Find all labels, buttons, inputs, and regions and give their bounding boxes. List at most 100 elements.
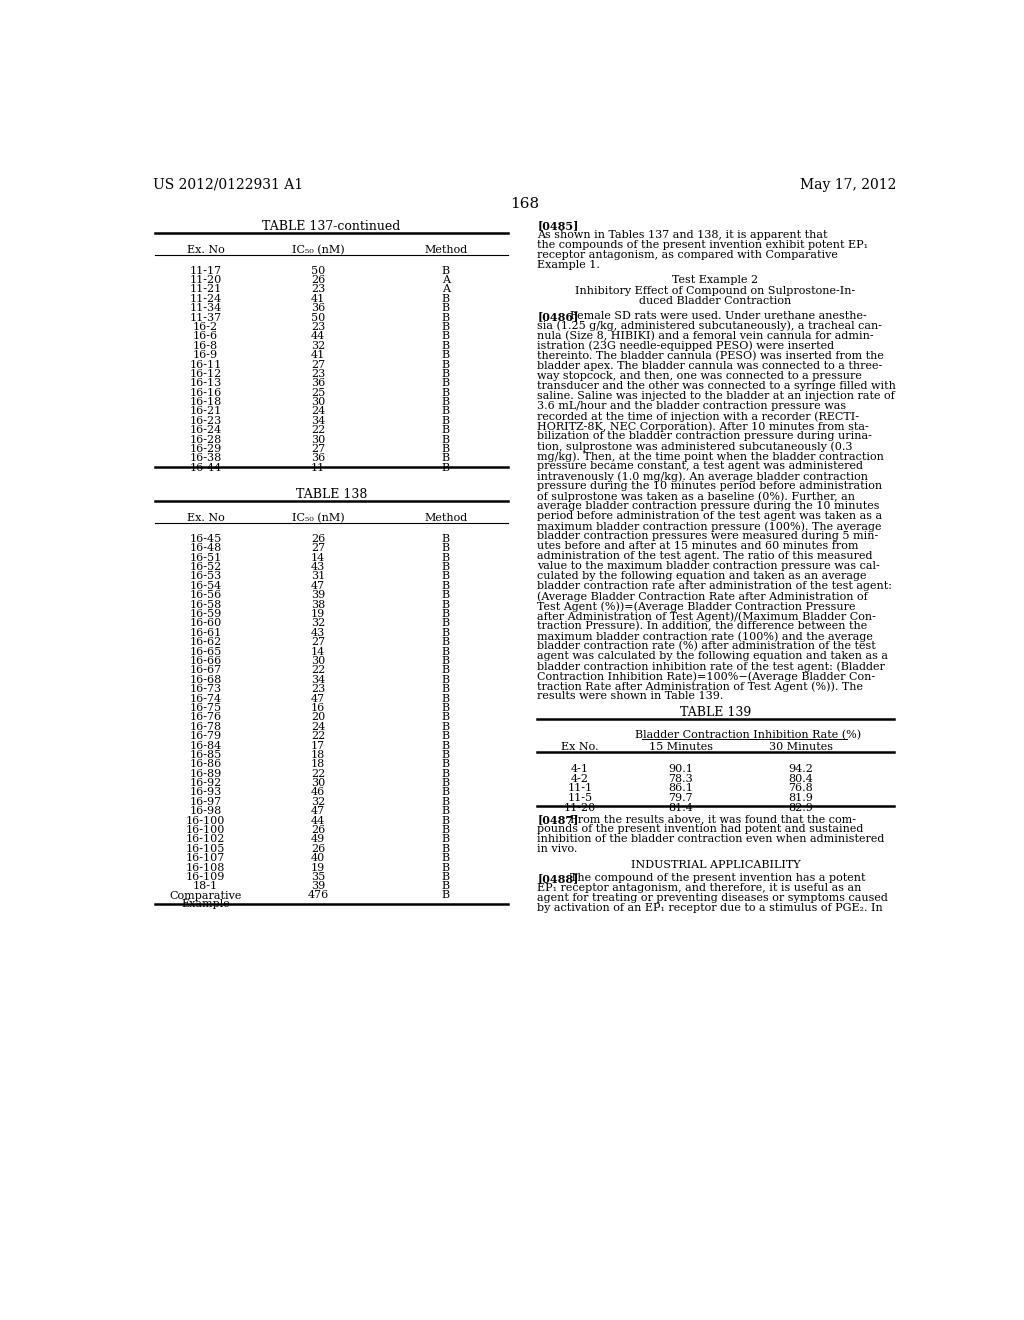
Text: 11: 11	[310, 463, 325, 473]
Text: 16-28: 16-28	[189, 434, 221, 445]
Text: intravenously (1.0 mg/kg). An average bladder contraction: intravenously (1.0 mg/kg). An average bl…	[538, 471, 868, 482]
Text: 44: 44	[310, 331, 325, 342]
Text: 16-97: 16-97	[189, 797, 221, 807]
Text: B: B	[441, 647, 450, 656]
Text: bladder contraction rate (%) after administration of the test: bladder contraction rate (%) after admin…	[538, 642, 876, 652]
Text: B: B	[441, 731, 450, 741]
Text: 46: 46	[310, 788, 325, 797]
Text: 16-85: 16-85	[189, 750, 221, 760]
Text: istration (23G needle-equipped PESO) were inserted: istration (23G needle-equipped PESO) wer…	[538, 341, 835, 351]
Text: 16-53: 16-53	[189, 572, 221, 581]
Text: 23: 23	[310, 284, 325, 294]
Text: TABLE 138: TABLE 138	[296, 488, 368, 502]
Text: pressure became constant, a test agent was administered: pressure became constant, a test agent w…	[538, 461, 863, 471]
Text: 39: 39	[310, 590, 325, 601]
Text: 16-48: 16-48	[189, 544, 221, 553]
Text: HORITZ-8K, NEC Corporation). After 10 minutes from sta-: HORITZ-8K, NEC Corporation). After 10 mi…	[538, 421, 869, 432]
Text: Bladder Contraction Inhibition Rate (%): Bladder Contraction Inhibition Rate (%)	[635, 730, 861, 741]
Text: 23: 23	[310, 322, 325, 331]
Text: 16-23: 16-23	[189, 416, 221, 426]
Text: traction Pressure). In addition, the difference between the: traction Pressure). In addition, the dif…	[538, 622, 867, 631]
Text: after Administration of Test Agent)/(Maximum Bladder Con-: after Administration of Test Agent)/(Max…	[538, 611, 877, 622]
Text: US 2012/0122931 A1: US 2012/0122931 A1	[153, 178, 303, 191]
Text: 16-67: 16-67	[189, 665, 221, 676]
Text: 11-20: 11-20	[563, 803, 596, 813]
Text: Ex No.: Ex No.	[561, 742, 599, 752]
Text: A: A	[441, 275, 450, 285]
Text: 16-12: 16-12	[189, 368, 221, 379]
Text: of sulprostone was taken as a baseline (0%). Further, an: of sulprostone was taken as a baseline (…	[538, 491, 855, 502]
Text: 26: 26	[310, 275, 325, 285]
Text: bilization of the bladder contraction pressure during urina-: bilization of the bladder contraction pr…	[538, 430, 872, 441]
Text: 30: 30	[310, 777, 325, 788]
Text: 36: 36	[310, 304, 325, 313]
Text: 16-58: 16-58	[189, 599, 221, 610]
Text: B: B	[441, 463, 450, 473]
Text: bladder apex. The bladder cannula was connected to a three-: bladder apex. The bladder cannula was co…	[538, 360, 883, 371]
Text: 16-29: 16-29	[189, 444, 221, 454]
Text: nula (Size 8, HIBIKI) and a femoral vein cannula for admin-: nula (Size 8, HIBIKI) and a femoral vein…	[538, 331, 873, 342]
Text: 26: 26	[310, 843, 325, 854]
Text: 35: 35	[310, 873, 325, 882]
Text: sia (1.25 g/kg, administered subcutaneously), a tracheal can-: sia (1.25 g/kg, administered subcutaneou…	[538, 321, 883, 331]
Text: transducer and the other was connected to a syringe filled with: transducer and the other was connected t…	[538, 381, 896, 391]
Text: 32: 32	[310, 618, 325, 628]
Text: 39: 39	[310, 882, 325, 891]
Text: 32: 32	[310, 797, 325, 807]
Text: 30: 30	[310, 397, 325, 407]
Text: 82.9: 82.9	[788, 803, 813, 813]
Text: B: B	[441, 741, 450, 751]
Text: 34: 34	[310, 416, 325, 426]
Text: 16-65: 16-65	[189, 647, 221, 656]
Text: B: B	[441, 368, 450, 379]
Text: maximum bladder contraction rate (100%) and the average: maximum bladder contraction rate (100%) …	[538, 631, 873, 642]
Text: 31: 31	[310, 572, 325, 581]
Text: B: B	[441, 331, 450, 342]
Text: 16-11: 16-11	[189, 359, 221, 370]
Text: B: B	[441, 265, 450, 276]
Text: [0486]: [0486]	[538, 312, 579, 322]
Text: B: B	[441, 322, 450, 331]
Text: traction Rate after Administration of Test Agent (%)). The: traction Rate after Administration of Te…	[538, 681, 863, 692]
Text: B: B	[441, 341, 450, 351]
Text: [0487]: [0487]	[538, 814, 579, 825]
Text: 476: 476	[307, 890, 329, 900]
Text: 90.1: 90.1	[668, 764, 693, 774]
Text: 16-84: 16-84	[189, 741, 221, 751]
Text: B: B	[441, 533, 450, 544]
Text: the compounds of the present invention exhibit potent EP₁: the compounds of the present invention e…	[538, 240, 868, 249]
Text: 80.4: 80.4	[788, 774, 813, 784]
Text: culated by the following equation and taken as an average: culated by the following equation and ta…	[538, 572, 866, 581]
Text: B: B	[441, 590, 450, 601]
Text: 78.3: 78.3	[669, 774, 693, 784]
Text: 16-6: 16-6	[193, 331, 218, 342]
Text: 40: 40	[310, 853, 325, 863]
Text: 44: 44	[310, 816, 325, 826]
Text: A: A	[441, 284, 450, 294]
Text: 16-107: 16-107	[186, 853, 225, 863]
Text: 16-45: 16-45	[189, 533, 221, 544]
Text: 36: 36	[310, 379, 325, 388]
Text: 24: 24	[310, 722, 325, 731]
Text: 18-1: 18-1	[193, 882, 218, 891]
Text: 11-5: 11-5	[567, 793, 593, 803]
Text: 24: 24	[310, 407, 325, 417]
Text: Contraction Inhibition Rate)=100%−(Average Bladder Con-: Contraction Inhibition Rate)=100%−(Avera…	[538, 671, 876, 682]
Text: maximum bladder contraction pressure (100%). The average: maximum bladder contraction pressure (10…	[538, 521, 882, 532]
Text: B: B	[441, 434, 450, 445]
Text: 16-9: 16-9	[193, 350, 218, 360]
Text: 14: 14	[310, 647, 325, 656]
Text: 16-61: 16-61	[189, 628, 221, 638]
Text: B: B	[441, 609, 450, 619]
Text: 47: 47	[311, 807, 325, 816]
Text: 23: 23	[310, 368, 325, 379]
Text: 14: 14	[310, 553, 325, 562]
Text: 16-102: 16-102	[185, 834, 225, 845]
Text: 16-86: 16-86	[189, 759, 221, 770]
Text: Inhibitory Effect of Compound on Sulprostone-In-: Inhibitory Effect of Compound on Sulpros…	[575, 286, 856, 296]
Text: 18: 18	[310, 750, 325, 760]
Text: B: B	[441, 350, 450, 360]
Text: 16-38: 16-38	[189, 454, 221, 463]
Text: Ex. No: Ex. No	[186, 244, 224, 255]
Text: B: B	[441, 313, 450, 322]
